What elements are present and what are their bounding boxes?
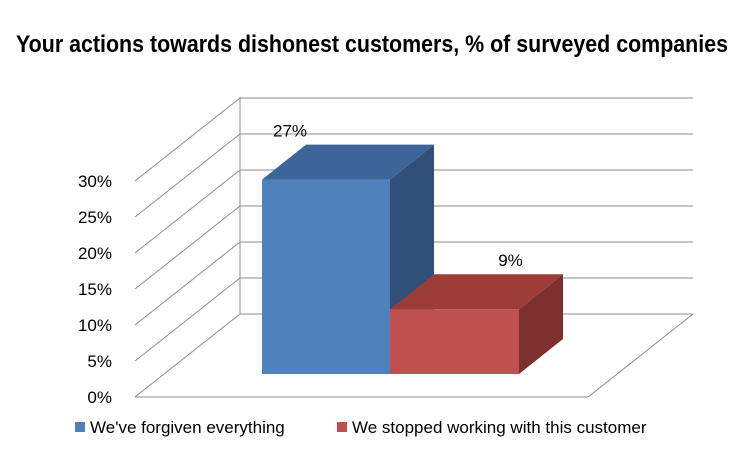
y-axis: 0% 5% 10% 15% 20% 25% 30% bbox=[78, 172, 112, 407]
bar-top bbox=[390, 274, 563, 310]
gridline-side-5 bbox=[134, 133, 241, 218]
gridline-side-2 bbox=[134, 241, 241, 326]
bar-front bbox=[262, 179, 390, 374]
legend-swatch bbox=[75, 422, 85, 432]
y-tick-label: 15% bbox=[78, 280, 112, 299]
legend: We've forgiven everything We stopped work… bbox=[75, 418, 647, 437]
bar-side bbox=[519, 274, 563, 374]
y-tick-label: 25% bbox=[78, 208, 112, 227]
y-tick-label: 5% bbox=[87, 352, 112, 371]
data-labels: 27% 9% bbox=[273, 122, 523, 271]
gridline-side-4 bbox=[134, 169, 241, 254]
chart-title: Your actions towards dishonest customers… bbox=[16, 31, 728, 58]
gridline-side-1 bbox=[134, 277, 241, 362]
floor-right-edge bbox=[587, 313, 694, 398]
bars bbox=[262, 144, 563, 374]
bar-front bbox=[390, 309, 519, 374]
legend-swatch bbox=[337, 422, 347, 432]
data-label: 27% bbox=[273, 122, 307, 141]
y-tick-label: 20% bbox=[78, 244, 112, 263]
bar-1 bbox=[390, 274, 563, 374]
data-label: 9% bbox=[498, 251, 523, 270]
y-tick-label: 10% bbox=[78, 316, 112, 335]
y-tick-label: 0% bbox=[87, 388, 112, 407]
gridline-side-0 bbox=[134, 313, 241, 398]
gridline-side-6 bbox=[134, 97, 241, 182]
legend-label: We stopped working with this customer bbox=[352, 418, 647, 437]
y-tick-label: 30% bbox=[78, 172, 112, 191]
bar-top bbox=[262, 144, 434, 180]
gridline-side-3 bbox=[134, 205, 241, 290]
legend-label: We've forgiven everything bbox=[90, 418, 285, 437]
